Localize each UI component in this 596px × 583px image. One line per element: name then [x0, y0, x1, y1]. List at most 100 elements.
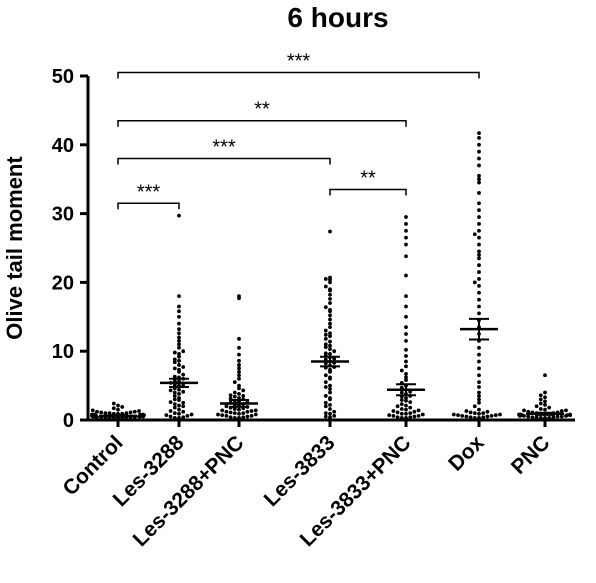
data-point [116, 403, 120, 408]
data-point [220, 408, 225, 413]
data-point [481, 411, 486, 416]
data-point [323, 342, 328, 347]
data-point [481, 415, 486, 420]
data-point [181, 404, 186, 409]
data-point [177, 387, 181, 392]
data-point [477, 397, 481, 402]
data-point [323, 400, 328, 405]
data-point [404, 254, 408, 259]
data-point [323, 414, 328, 419]
data-point [477, 263, 481, 268]
data-point [543, 402, 547, 407]
data-point [565, 413, 569, 418]
data-points [90, 131, 573, 422]
data-point [408, 415, 413, 420]
data-point [404, 407, 408, 412]
data-point [477, 142, 481, 147]
data-point [559, 414, 564, 419]
data-point [177, 363, 181, 367]
y-tick-label: 50 [52, 66, 74, 88]
data-point [408, 400, 413, 405]
data-point [328, 387, 332, 391]
data-point [328, 402, 332, 407]
data-point [404, 242, 408, 247]
data-point [477, 277, 481, 281]
data-point [137, 409, 141, 413]
data-point [477, 407, 481, 412]
data-point [526, 414, 531, 419]
data-point [237, 358, 241, 363]
data-point [543, 390, 547, 395]
data-point [141, 412, 145, 417]
data-point [472, 280, 477, 285]
data-point [404, 332, 408, 336]
data-point [395, 410, 400, 415]
data-point [181, 365, 186, 369]
y-tick-label: 0 [63, 410, 74, 432]
data-point [404, 235, 408, 240]
data-point [90, 412, 94, 417]
data-point [241, 394, 246, 398]
data-point [477, 366, 481, 371]
data-point [323, 373, 328, 378]
data-point [477, 208, 481, 213]
data-point [328, 334, 332, 338]
data-point [332, 349, 337, 354]
y-axis-label: Olive tail moment [2, 156, 27, 340]
data-point [489, 413, 494, 418]
data-point [328, 411, 332, 416]
data-point [543, 395, 547, 400]
data-point [538, 401, 543, 406]
data-point [111, 406, 116, 411]
data-point [416, 413, 421, 418]
data-point [253, 412, 258, 417]
data-point [477, 256, 481, 261]
data-point [404, 273, 408, 278]
data-point [328, 297, 332, 301]
data-point [477, 380, 481, 385]
data-point [172, 350, 177, 355]
data-point [395, 415, 400, 420]
data-point [404, 411, 408, 416]
data-point [323, 328, 328, 333]
data-point [477, 191, 481, 195]
data-point [538, 397, 543, 402]
data-point [237, 363, 241, 367]
data-point [477, 373, 481, 378]
significance-label: *** [212, 137, 236, 159]
data-point [189, 412, 194, 417]
data-point [404, 222, 408, 226]
data-point [228, 410, 233, 415]
data-point [472, 232, 477, 237]
data-point [477, 411, 481, 416]
data-point [168, 388, 173, 393]
data-point [404, 398, 408, 403]
data-point [249, 409, 254, 413]
data-point [172, 405, 177, 410]
data-point [177, 403, 181, 408]
data-point [477, 215, 481, 219]
data-point [404, 378, 408, 382]
data-point [543, 399, 547, 404]
x-tick-label: Les-3288+PNC [129, 431, 249, 551]
data-point [387, 413, 392, 418]
data-point [332, 413, 337, 418]
data-point [472, 404, 477, 409]
data-point [477, 228, 481, 233]
chart-title: 6 hours [287, 2, 388, 33]
data-point [477, 136, 481, 140]
data-point [399, 416, 404, 420]
data-point [538, 416, 543, 420]
data-point [328, 308, 332, 312]
data-point [172, 366, 177, 371]
data-point [103, 411, 108, 416]
data-point [124, 411, 129, 416]
data-point [328, 275, 332, 280]
data-point [323, 332, 328, 337]
data-point [177, 396, 181, 400]
data-point [328, 292, 332, 297]
data-point [404, 403, 408, 408]
data-point [404, 364, 408, 369]
data-point [237, 294, 241, 299]
